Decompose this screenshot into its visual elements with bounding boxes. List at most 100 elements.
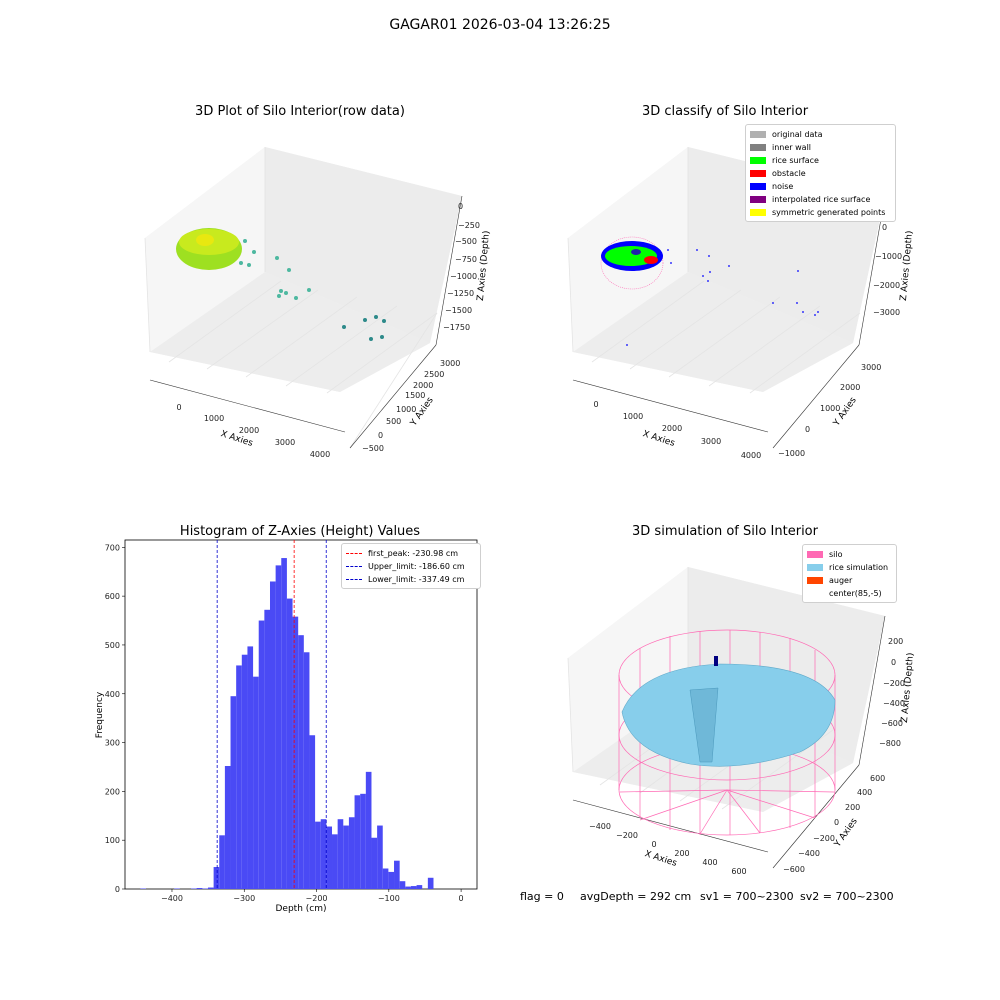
histogram-xtick-label: −400 bbox=[161, 894, 183, 903]
histogram-bar bbox=[394, 860, 400, 889]
figure-title: GAGAR01 2026-03-04 13:26:25 bbox=[389, 17, 611, 33]
plot1-xtick: 1000 bbox=[204, 414, 224, 423]
histogram-bar bbox=[416, 885, 423, 889]
legend-label: rice surface bbox=[772, 156, 819, 165]
histogram-bar bbox=[281, 558, 287, 889]
histogram-ytick-label: 500 bbox=[105, 641, 120, 650]
plot1-ztick: −250 bbox=[458, 221, 480, 230]
histogram-bar bbox=[354, 795, 361, 889]
legend-item: auger bbox=[807, 574, 892, 587]
histogram-bar bbox=[427, 877, 434, 889]
plot1-xtick: 2000 bbox=[239, 426, 259, 435]
histogram-bar bbox=[382, 868, 389, 889]
plot4-ytick: 0 bbox=[834, 818, 839, 827]
histogram-bar bbox=[343, 825, 349, 889]
histogram-bar bbox=[315, 821, 321, 889]
plot1-ytick: 1500 bbox=[405, 391, 425, 400]
legend-swatch bbox=[750, 196, 766, 203]
plot4-ytick: −600 bbox=[783, 865, 805, 874]
plot1-ytick: 2000 bbox=[413, 381, 433, 390]
plot2-ztick: −1000 bbox=[875, 252, 902, 261]
histogram-bar bbox=[230, 696, 237, 889]
histogram-xtick-label: −100 bbox=[378, 894, 400, 903]
plot4-ytick: 600 bbox=[870, 774, 885, 783]
histogram-bar bbox=[269, 581, 276, 889]
legend-label: first_peak: -230.98 cm bbox=[368, 549, 459, 558]
plot4-zlabel: Z Axies (Depth) bbox=[900, 652, 916, 723]
histogram-bar bbox=[399, 881, 406, 889]
plot2-ytick: 1000 bbox=[820, 404, 840, 413]
footer-avg-depth: avgDepth = 292 cm bbox=[580, 890, 692, 903]
plot2-ytick: −1000 bbox=[778, 449, 805, 458]
plot4-ytick: −200 bbox=[813, 834, 835, 843]
histogram-bar bbox=[303, 652, 310, 889]
plot2-xtick: 1000 bbox=[623, 412, 643, 421]
plot4-ytick: −400 bbox=[798, 849, 820, 858]
legend-item: Upper_limit: -186.60 cm bbox=[346, 560, 476, 573]
plot4-xtick: 200 bbox=[674, 849, 689, 858]
legend-item: first_peak: -230.98 cm bbox=[346, 547, 476, 560]
histogram-bar bbox=[388, 871, 395, 889]
footer-flag: flag = 0 bbox=[520, 890, 564, 903]
plot1-ytick: 500 bbox=[386, 417, 401, 426]
plot1-title: 3D Plot of Silo Interior(row data) bbox=[195, 104, 405, 119]
histogram-bar bbox=[253, 676, 259, 889]
plot4-xlabel: X Axies bbox=[643, 849, 678, 869]
histogram-bar bbox=[320, 819, 327, 889]
legend-label: center(85,-5) bbox=[829, 589, 882, 598]
plot4-ztick: −200 bbox=[883, 679, 905, 688]
plot4-ztick: 0 bbox=[891, 658, 896, 667]
plot1-ytick: 0 bbox=[378, 431, 383, 440]
histogram-bar bbox=[292, 616, 299, 889]
histogram-ytick-label: 600 bbox=[105, 592, 120, 601]
plot4-xtick: −200 bbox=[616, 831, 638, 840]
plot1-xtick: 0 bbox=[176, 403, 181, 412]
histogram-bar bbox=[348, 817, 355, 889]
legend-label: Lower_limit: -337.49 cm bbox=[368, 575, 465, 584]
legend-item: Lower_limit: -337.49 cm bbox=[346, 573, 476, 586]
histogram-bar bbox=[360, 793, 366, 889]
legend-item: center(85,-5) bbox=[807, 587, 892, 600]
legend-swatch bbox=[807, 577, 823, 584]
plot2-ztick: −3000 bbox=[873, 308, 900, 317]
plot1-ytick: −500 bbox=[362, 444, 384, 453]
plot2-xtick: 4000 bbox=[741, 451, 761, 460]
plot1-ztick: 0 bbox=[458, 202, 463, 211]
legend-label: rice simulation bbox=[829, 563, 889, 572]
plot1-ztick: −1500 bbox=[445, 306, 472, 315]
legend-item: inner wall bbox=[750, 141, 891, 154]
histogram-bar bbox=[207, 887, 214, 889]
plot4-legend: silo rice simulation auger center(85,-5) bbox=[802, 544, 897, 603]
histogram-bar bbox=[264, 609, 270, 889]
plot2-ztick: −2000 bbox=[873, 281, 900, 290]
plot4-xtick: 0 bbox=[651, 840, 656, 849]
plot2-xtick: 2000 bbox=[662, 424, 682, 433]
histogram-ytick-label: 100 bbox=[105, 836, 120, 845]
legend-label: inner wall bbox=[772, 143, 812, 152]
plot1-xtick: 4000 bbox=[310, 450, 330, 459]
plot1-ztick: −1000 bbox=[450, 272, 477, 281]
plot2-ytick: 3000 bbox=[861, 363, 881, 372]
histogram-bar bbox=[258, 620, 265, 889]
plot1-ztick: −1750 bbox=[443, 323, 470, 332]
footer-sv1: sv1 = 700~2300 bbox=[700, 890, 794, 903]
legend-swatch bbox=[807, 590, 823, 597]
plot2-legend: original data inner wall rice surface ob… bbox=[745, 124, 896, 222]
histogram-bar bbox=[219, 835, 225, 889]
legend-line bbox=[346, 553, 362, 554]
legend-item: symmetric generated points bbox=[750, 206, 891, 219]
histogram-ytick-label: 700 bbox=[105, 543, 120, 552]
histogram-ytick-label: 200 bbox=[105, 787, 120, 796]
legend-swatch bbox=[750, 131, 766, 138]
histogram-bar bbox=[365, 771, 372, 889]
plot1-ytick: 3000 bbox=[440, 359, 460, 368]
legend-item: obstacle bbox=[750, 167, 891, 180]
legend-swatch bbox=[807, 551, 823, 558]
legend-swatch bbox=[750, 209, 766, 216]
